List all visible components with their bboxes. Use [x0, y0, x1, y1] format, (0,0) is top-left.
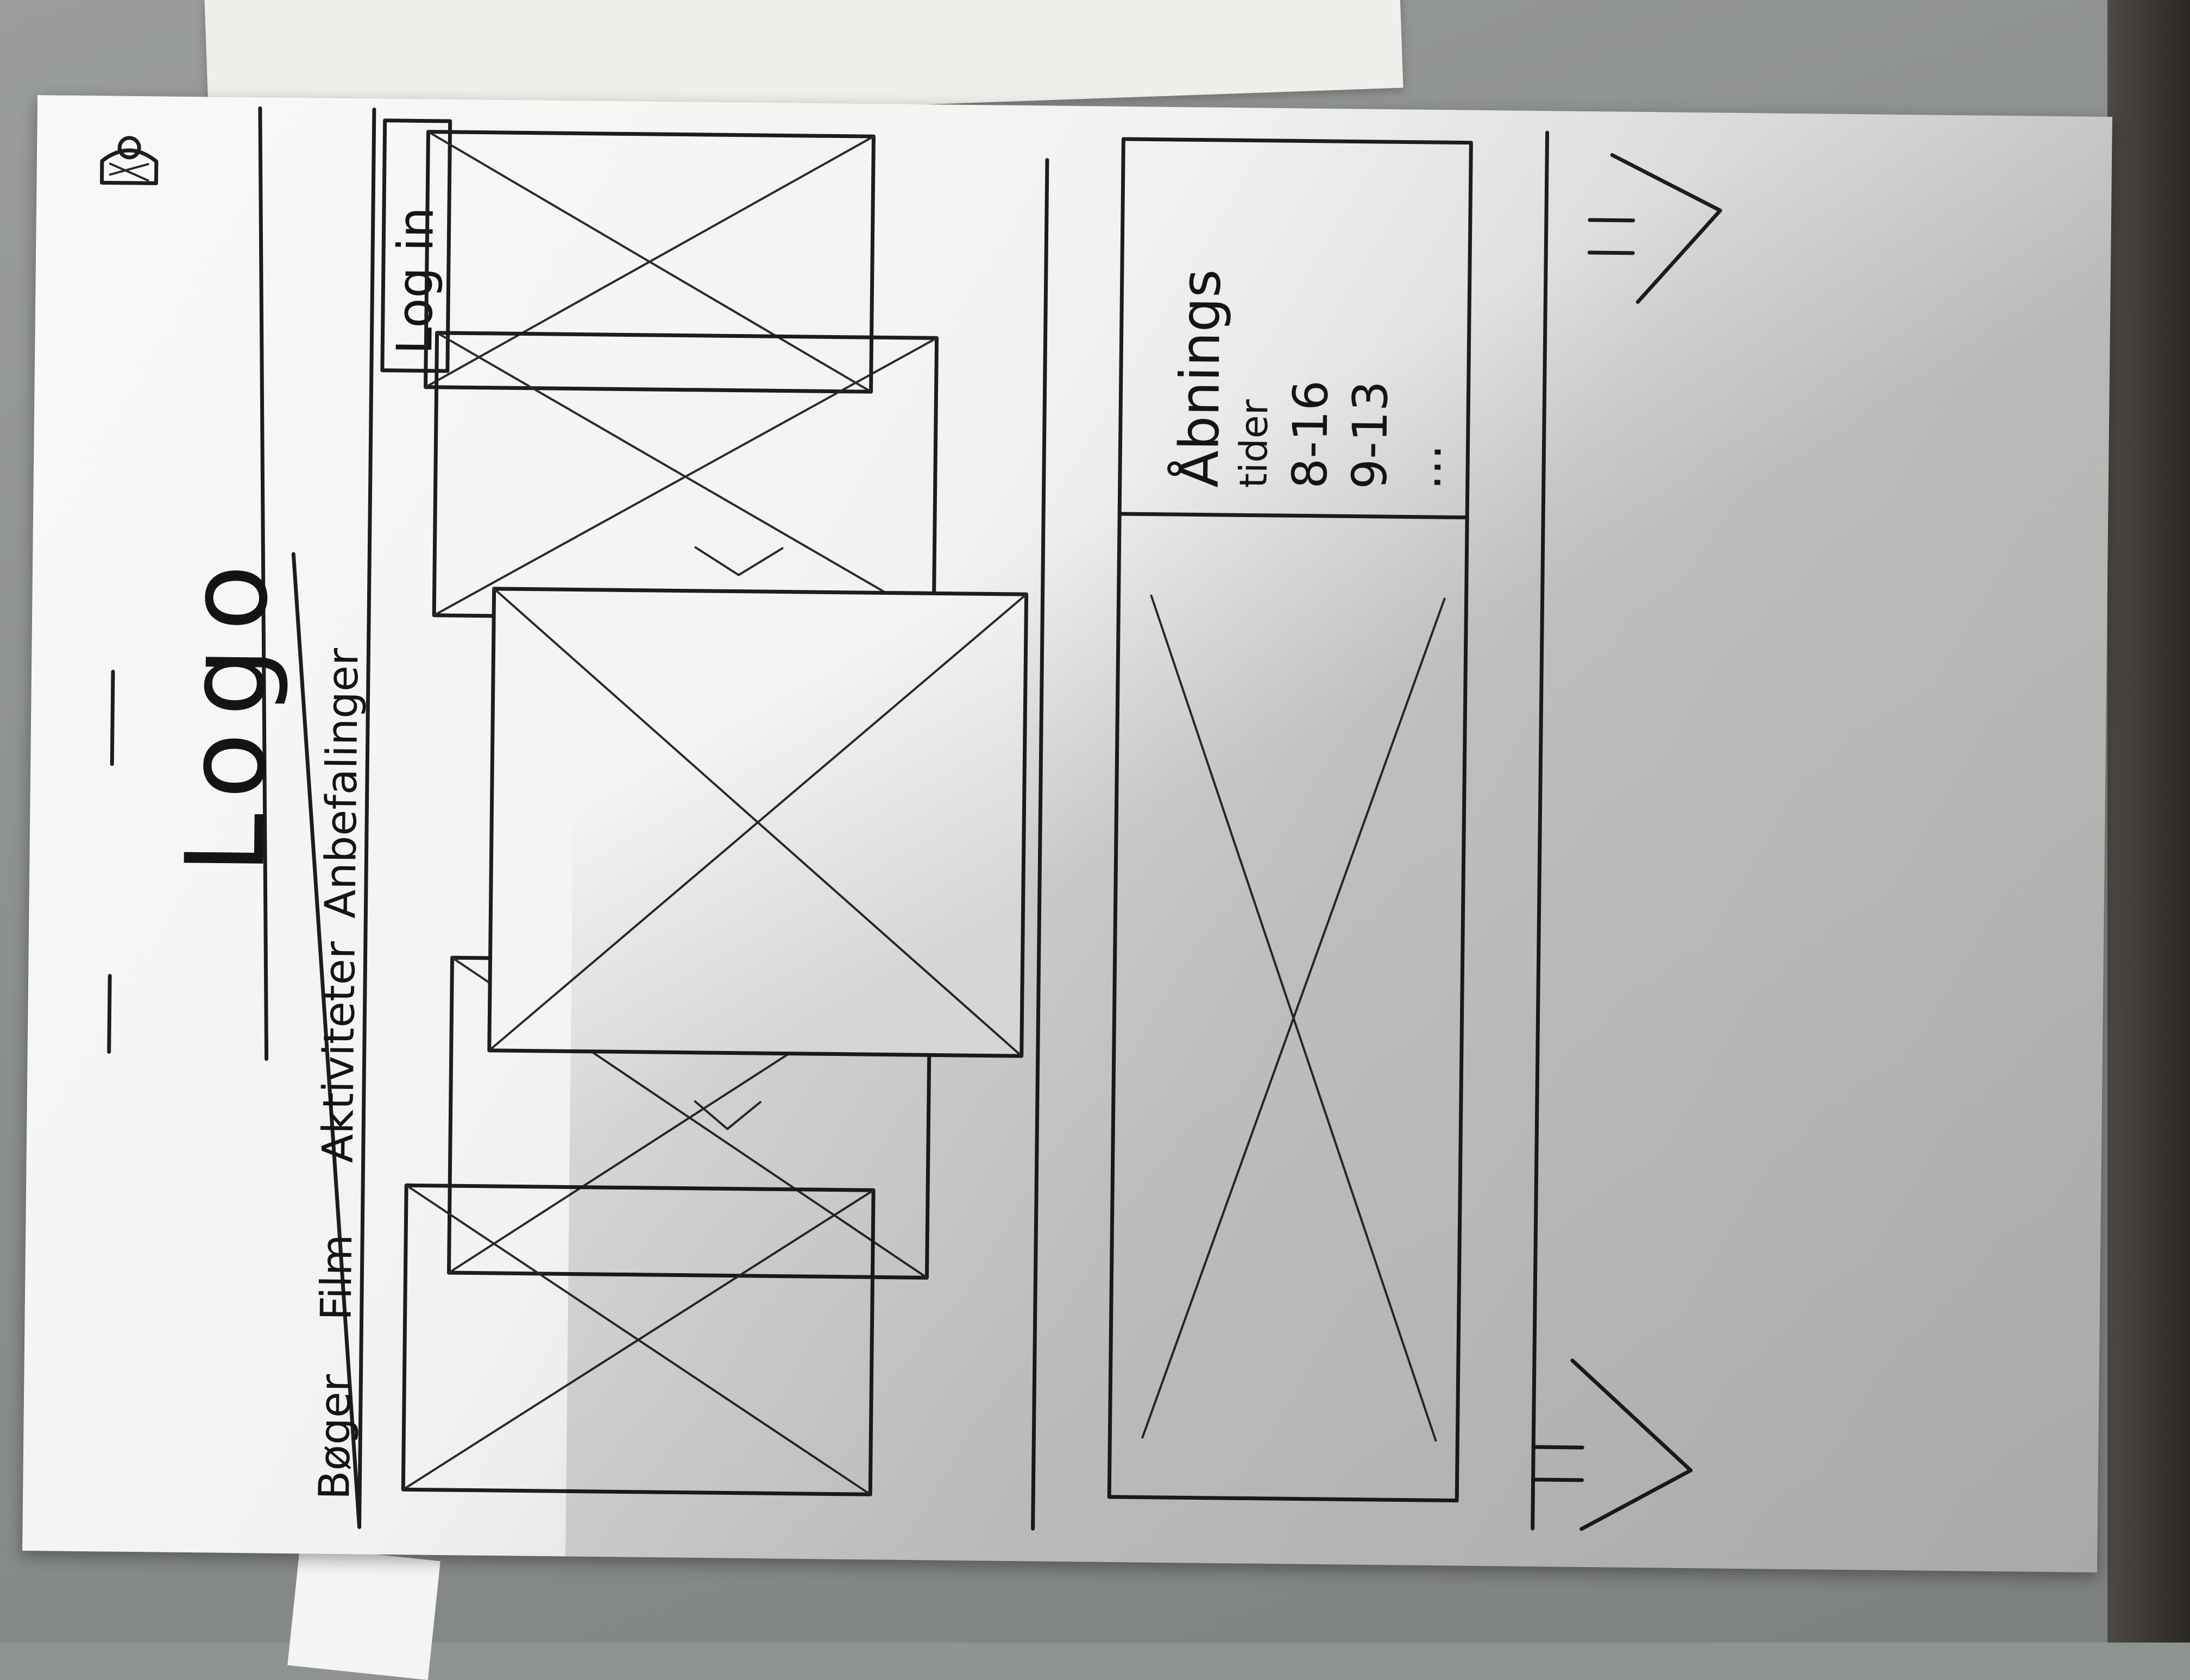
logo-divider-left: [107, 974, 112, 1054]
opening-hours-row-2: 9-13: [1342, 381, 1399, 490]
arrow-icon[interactable]: [1531, 1358, 1693, 1531]
footer-divider: [1531, 130, 1550, 1531]
info-box-divider: [1117, 512, 1469, 520]
nav-left-rule: [291, 552, 362, 1529]
opening-hours-title: Åbnings: [1167, 269, 1233, 488]
logo-text: Logo: [162, 548, 292, 874]
device-edge: [2107, 0, 2190, 1643]
arrow-down-icon[interactable]: [694, 1100, 762, 1131]
paper-corner: [287, 1546, 440, 1680]
carousel[interactable]: [401, 130, 1031, 1496]
login-button[interactable]: Log in: [380, 118, 452, 373]
nav-bar: Bøger Film Aktiviteter Anbefalinger: [310, 647, 368, 1500]
nav-right-rule: [357, 108, 376, 1529]
opening-hours-subtitle: tider: [1231, 399, 1277, 488]
arrow-up-icon[interactable]: [694, 546, 784, 576]
carousel-card-5: [401, 1183, 876, 1496]
logo[interactable]: Logo: [162, 548, 292, 874]
opening-hours-row-1: 8-16: [1282, 380, 1339, 489]
nav-item-books[interactable]: Bøger: [310, 1374, 360, 1500]
opening-hours-box: Åbnings tider 8-16 9-13 ...: [1167, 269, 1452, 490]
person-icon[interactable]: [99, 136, 159, 185]
info-section: Åbnings tider 8-16 9-13 ...: [1107, 137, 1473, 1503]
nav-item-activities[interactable]: Aktiviteter: [314, 941, 365, 1163]
opening-hours-more: ...: [1396, 444, 1452, 490]
login-label: Log in: [386, 206, 445, 354]
section-divider: [1031, 158, 1049, 1531]
header-divider: [258, 106, 269, 1061]
nav-item-recommendations[interactable]: Anbefalinger: [316, 647, 368, 919]
carousel-card-1: [424, 130, 876, 394]
wireframe-sheet: Logo Bøger Film Aktiviteter Anbefalinger…: [22, 95, 2112, 1572]
logo-divider-right: [110, 670, 115, 766]
image-placeholder-icon: [1107, 137, 1473, 1503]
wireframe-sketch: Logo Bøger Film Aktiviteter Anbefalinger…: [99, 106, 1722, 1531]
arrow-icon[interactable]: [1587, 153, 1722, 304]
nav-item-film[interactable]: Film: [312, 1234, 362, 1320]
